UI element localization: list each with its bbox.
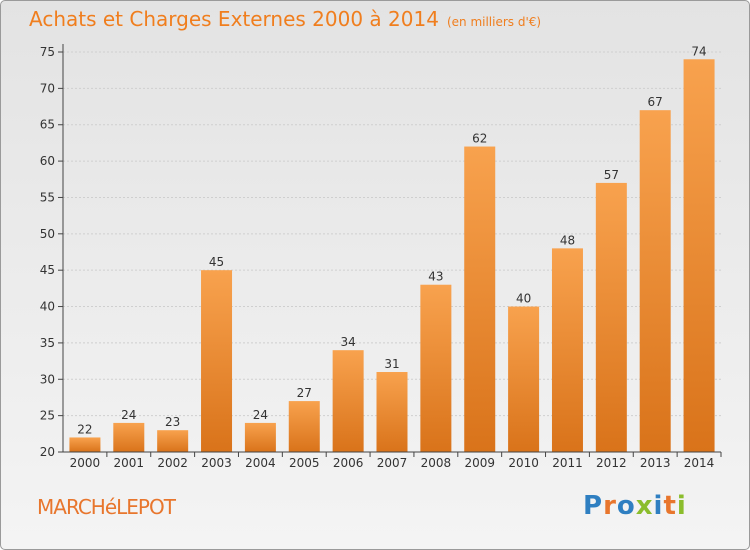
bar-value-label: 27 <box>297 386 312 400</box>
y-tick-label: 45 <box>40 263 55 277</box>
y-tick-label: 30 <box>40 372 55 386</box>
x-tick-label: 2005 <box>289 456 320 470</box>
bar-value-label: 67 <box>648 95 663 109</box>
proxiti-logo: Proxiti <box>583 491 687 521</box>
logo-letter: x <box>635 491 654 521</box>
bar <box>639 110 671 452</box>
logo-letter: r <box>603 491 617 521</box>
x-tick-label: 2006 <box>333 456 364 470</box>
bar <box>464 146 496 452</box>
y-tick-label: 35 <box>40 336 55 350</box>
y-tick-label: 65 <box>40 118 55 132</box>
bar <box>288 401 320 452</box>
x-tick-label: 2004 <box>245 456 276 470</box>
y-tick-label: 60 <box>40 154 55 168</box>
bar <box>595 182 627 452</box>
bar <box>69 437 101 452</box>
bar-value-label: 45 <box>209 255 224 269</box>
y-tick-label: 40 <box>40 300 55 314</box>
bar <box>420 284 452 452</box>
logo-letter: P <box>583 491 604 521</box>
x-tick-label: 2000 <box>70 456 101 470</box>
bar-value-label: 62 <box>472 132 487 146</box>
bar <box>201 270 233 452</box>
x-tick-label: 2003 <box>201 456 232 470</box>
bar <box>551 248 583 452</box>
bar-value-label: 31 <box>384 357 399 371</box>
bar-value-label: 34 <box>340 335 355 349</box>
x-tick-label: 2013 <box>640 456 671 470</box>
bars <box>69 59 715 452</box>
y-tick-label: 20 <box>40 445 55 459</box>
bar <box>508 306 540 452</box>
chart-title-text: Achats et Charges Externes 2000 à 2014 <box>29 7 439 31</box>
x-tick-label: 2011 <box>552 456 583 470</box>
x-tick-label: 2009 <box>464 456 495 470</box>
bar <box>376 372 408 452</box>
x-tick-label: 2001 <box>114 456 145 470</box>
bar-value-label: 22 <box>77 422 92 436</box>
bar <box>332 350 364 452</box>
chart-unit: (en milliers d'€) <box>446 15 542 29</box>
x-tick-label: 2010 <box>508 456 539 470</box>
y-tick-label: 70 <box>40 81 55 95</box>
bar <box>683 59 715 452</box>
logo-letter: i <box>653 491 664 521</box>
bar-value-label: 43 <box>428 270 443 284</box>
bar-value-label: 74 <box>691 44 706 58</box>
logo-letter: i <box>676 491 687 521</box>
bar-value-label: 40 <box>516 292 531 306</box>
logo-letter: o <box>616 491 636 521</box>
bar <box>113 422 145 452</box>
logo-letter: t <box>663 491 677 521</box>
bar <box>157 430 189 452</box>
y-tick-label: 25 <box>40 409 55 423</box>
x-tick-label: 2012 <box>596 456 627 470</box>
bar-value-label: 48 <box>560 233 575 247</box>
bar-value-label: 24 <box>121 408 136 422</box>
y-tick-label: 75 <box>40 45 55 59</box>
y-tick-label: 50 <box>40 227 55 241</box>
x-tick-label: 2008 <box>421 456 452 470</box>
y-tick-label: 55 <box>40 190 55 204</box>
bar-value-label: 23 <box>165 415 180 429</box>
bar <box>244 422 276 452</box>
bar-value-label: 57 <box>604 168 619 182</box>
chart-title: Achats et Charges Externes 2000 à 2014 (e… <box>29 7 541 31</box>
x-tick-label: 2002 <box>157 456 188 470</box>
labels: 20 25 30 35 40 45 50 55 60 65 70 75 22 2000 24 2001 23 20… <box>40 44 715 470</box>
x-tick-label: 2007 <box>377 456 408 470</box>
x-tick-label: 2014 <box>684 456 715 470</box>
bar-value-label: 24 <box>253 408 268 422</box>
commune-name: MARCHéLEPOT <box>37 495 176 519</box>
axes <box>58 44 722 457</box>
